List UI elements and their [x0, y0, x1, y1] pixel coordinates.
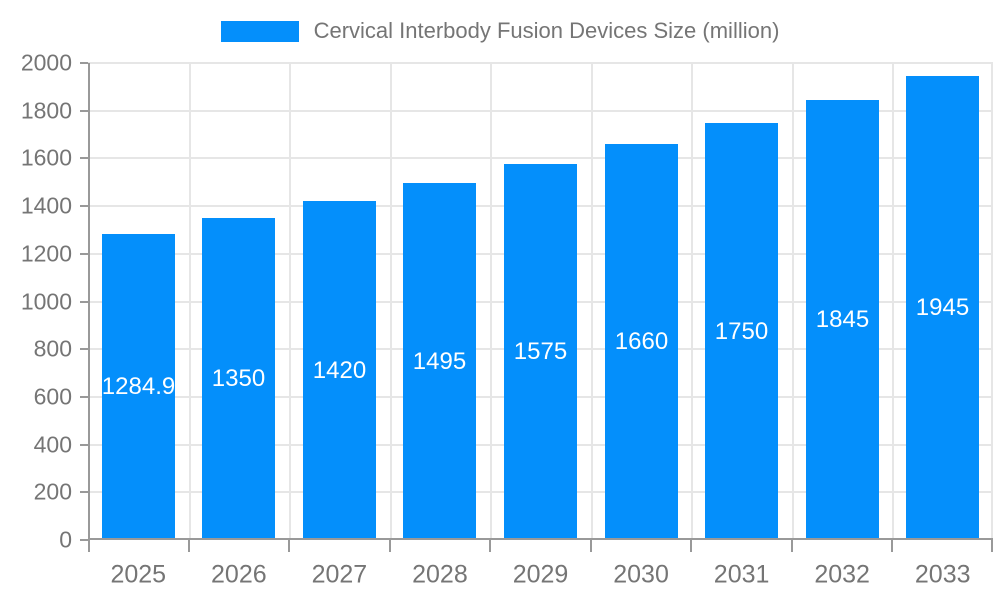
x-axis-label: 2032 — [814, 560, 870, 589]
x-axis-tick — [991, 540, 993, 552]
y-axis-line — [88, 63, 90, 540]
legend[interactable]: Cervical Interbody Fusion Devices Size (… — [0, 17, 1000, 45]
x-axis-tick — [690, 540, 692, 552]
bar-value-label: 1845 — [815, 306, 870, 333]
y-axis-label: 1600 — [20, 144, 72, 171]
gridline-vertical — [991, 63, 993, 540]
y-axis-tick — [80, 205, 88, 207]
bar-value-label: 1660 — [614, 328, 669, 355]
x-axis-tick — [489, 540, 491, 552]
y-axis-label: 800 — [33, 335, 72, 362]
bar-value-label: 1420 — [312, 356, 367, 384]
bar[interactable] — [705, 123, 778, 540]
gridline-vertical — [189, 63, 191, 540]
y-axis-label: 2000 — [20, 49, 72, 76]
y-axis-tick — [80, 491, 88, 493]
y-axis-tick — [80, 253, 88, 255]
y-axis-tick — [80, 539, 88, 541]
gridline-vertical — [289, 63, 291, 540]
bar[interactable] — [504, 164, 577, 540]
gridline-vertical — [490, 63, 492, 540]
y-axis-tick — [80, 396, 88, 398]
x-axis-label: 2029 — [512, 560, 569, 589]
y-axis-label: 1400 — [20, 192, 72, 219]
bar-value-label: 1750 — [714, 317, 769, 345]
x-axis-label: 2033 — [914, 560, 971, 589]
x-axis-tick — [188, 540, 190, 552]
y-axis-label: 400 — [33, 431, 72, 458]
y-axis-label: 1800 — [20, 97, 72, 124]
bar[interactable] — [303, 201, 376, 540]
y-axis-tick — [80, 444, 88, 446]
bar-value-label: 1284.9 — [101, 373, 176, 400]
bar[interactable] — [806, 100, 879, 540]
x-axis-tick — [590, 540, 592, 552]
bar-value-label: 1350 — [211, 365, 266, 392]
bar[interactable] — [906, 76, 979, 540]
y-axis-tick — [80, 348, 88, 350]
gridline-vertical — [892, 63, 894, 540]
x-axis-tick — [891, 540, 893, 552]
x-axis-label: 2026 — [211, 560, 267, 589]
y-axis-label: 0 — [59, 526, 72, 553]
x-axis-tick — [288, 540, 290, 552]
y-axis-tick — [80, 157, 88, 159]
gridline-vertical — [792, 63, 794, 540]
x-axis-label: 2030 — [613, 560, 669, 589]
x-axis-tick — [791, 540, 793, 552]
gridline-horizontal — [88, 157, 993, 159]
y-axis-label: 1200 — [20, 240, 72, 267]
x-axis-label: 2027 — [311, 560, 368, 589]
bar[interactable] — [403, 183, 476, 540]
gridline-horizontal — [88, 110, 993, 112]
y-axis-tick — [80, 110, 88, 112]
bar-value-label: 1945 — [915, 294, 970, 321]
x-axis-line — [88, 538, 993, 540]
y-axis-tick — [80, 301, 88, 303]
legend-marker-icon — [220, 20, 299, 42]
gridline-horizontal — [88, 62, 993, 64]
y-axis-label: 1000 — [20, 288, 72, 315]
y-axis-label: 600 — [33, 383, 72, 410]
x-axis-tick — [389, 540, 391, 552]
x-axis-label: 2025 — [110, 560, 167, 589]
bar[interactable] — [202, 218, 275, 540]
x-axis-label: 2028 — [412, 560, 468, 589]
gridline-vertical — [691, 63, 693, 540]
x-axis-tick — [88, 540, 90, 552]
legend-label: Cervical Interbody Fusion Devices Size (… — [313, 18, 780, 43]
gridline-vertical — [390, 63, 392, 540]
y-axis-tick — [80, 62, 88, 64]
bar[interactable] — [605, 144, 678, 540]
gridline-vertical — [591, 63, 593, 540]
y-axis-label: 200 — [33, 478, 72, 505]
bar-value-label: 1495 — [412, 347, 467, 375]
bar-value-label: 1575 — [513, 338, 568, 365]
x-axis-label: 2031 — [713, 560, 770, 589]
plot-area: 0 200 400 600 800 1000 1200 1400 1600 1800 2000 128… — [21, 50, 993, 589]
bar[interactable] — [102, 234, 175, 540]
